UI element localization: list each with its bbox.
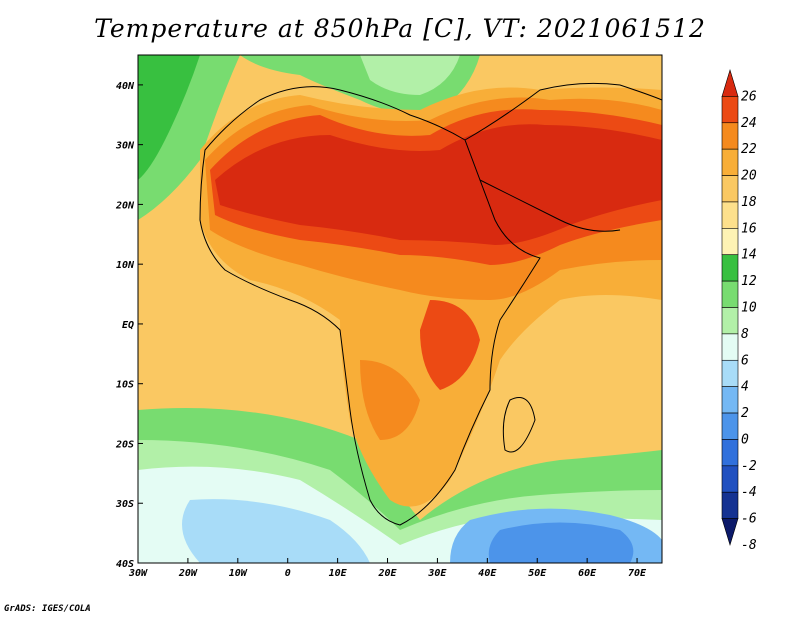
colorbar-swatch xyxy=(721,148,739,176)
lon-tick-label: 30E xyxy=(427,568,447,579)
colorbar-label: 0 xyxy=(741,432,749,447)
colorbar-label: 20 xyxy=(741,169,757,184)
colorbar-label: 26 xyxy=(741,89,757,104)
lon-tick-label: 40E xyxy=(478,568,497,579)
colorbar-swatch xyxy=(721,518,739,547)
colorbar-swatch xyxy=(721,228,739,256)
lon-tick-label: 10W xyxy=(229,568,248,579)
lon-tick-label: 10E xyxy=(329,568,348,579)
colorbar-swatch xyxy=(721,307,739,335)
colorbar-label: 12 xyxy=(741,274,757,289)
lon-tick-label: 60E xyxy=(578,568,597,579)
lon-tick-label: 70E xyxy=(628,568,647,579)
colorbar-swatch xyxy=(721,465,739,493)
colorbar-label: 22 xyxy=(741,142,757,157)
colorbar-swatch xyxy=(721,68,739,97)
colorbar-label: 18 xyxy=(741,195,757,210)
colorbar-label: -4 xyxy=(741,485,757,500)
colorbar-label: 8 xyxy=(741,327,749,342)
lon-tick-label: 20W xyxy=(178,568,198,579)
colorbar-swatch xyxy=(721,96,739,124)
map-title: Temperature at 850hPa [C], VT: 202106151… xyxy=(94,14,706,43)
colorbar-swatch xyxy=(721,359,739,387)
africa-coastline xyxy=(199,82,662,526)
colorbar-label: -2 xyxy=(741,459,757,474)
colorbar-label: 10 xyxy=(741,301,757,316)
temperature-field xyxy=(138,55,662,563)
colorbar-swatch xyxy=(721,122,739,150)
grads-credit: GrADS: IGES/COLA xyxy=(4,604,91,614)
colorbar-swatch xyxy=(721,439,739,467)
colorbar-swatch xyxy=(721,201,739,229)
lon-tick-label: 20E xyxy=(377,568,397,579)
colorbar-swatch xyxy=(721,254,739,282)
colorbar-swatch xyxy=(721,491,739,519)
colorbar-label: 6 xyxy=(741,353,749,368)
colorbar-swatch xyxy=(721,280,739,308)
colorbar-label: 24 xyxy=(741,116,757,131)
lat-tick-label: 30N xyxy=(115,141,135,152)
colorbar-label: 4 xyxy=(741,380,749,395)
colorbar-label: -6 xyxy=(741,512,757,527)
longitude-ticks: 30W 20W 10W 0 10E 20E 30E 40E 50E 60E 70E xyxy=(128,558,647,579)
lat-tick-label: 20S xyxy=(115,439,134,450)
colorbar-label: -8 xyxy=(741,538,757,553)
lon-tick-label: 30W xyxy=(128,568,148,579)
colorbar-swatch xyxy=(721,333,739,361)
plot-frame xyxy=(137,54,663,564)
colorbar-label: 14 xyxy=(741,248,757,263)
lat-tick-label: 40N xyxy=(116,81,135,92)
lat-tick-label: 20N xyxy=(115,200,135,211)
lon-tick-label: 50E xyxy=(528,568,547,579)
lon-tick-label: 0 xyxy=(285,568,291,579)
colorbar-label: 16 xyxy=(741,221,757,236)
colorbar-swatch xyxy=(721,386,739,414)
lat-tick-label: 30S xyxy=(115,499,134,510)
lat-tick-label: EQ xyxy=(122,320,134,331)
lat-tick-label: 10S xyxy=(116,380,134,391)
colorbar-label: 2 xyxy=(741,406,749,421)
colorbar-swatch xyxy=(721,412,739,440)
lat-tick-label: 40S xyxy=(116,559,134,570)
lat-tick-label: 10N xyxy=(116,260,135,271)
colorbar-swatch xyxy=(721,175,739,203)
latitude-ticks: 40N 30N 20N 10N EQ 10S 20S 30S 40S xyxy=(115,81,143,570)
